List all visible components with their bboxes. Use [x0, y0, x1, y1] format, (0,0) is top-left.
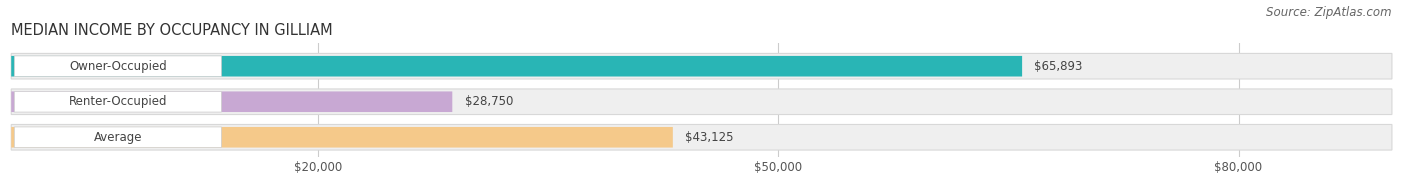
FancyBboxPatch shape [11, 91, 453, 112]
Text: Owner-Occupied: Owner-Occupied [69, 60, 167, 73]
FancyBboxPatch shape [11, 127, 673, 148]
FancyBboxPatch shape [11, 56, 1022, 76]
FancyBboxPatch shape [14, 91, 221, 112]
Text: Average: Average [94, 131, 142, 144]
Text: Source: ZipAtlas.com: Source: ZipAtlas.com [1267, 6, 1392, 19]
FancyBboxPatch shape [11, 54, 1392, 79]
FancyBboxPatch shape [11, 124, 1392, 150]
Text: MEDIAN INCOME BY OCCUPANCY IN GILLIAM: MEDIAN INCOME BY OCCUPANCY IN GILLIAM [11, 23, 333, 38]
Text: $65,893: $65,893 [1035, 60, 1083, 73]
Text: $28,750: $28,750 [464, 95, 513, 108]
Text: Renter-Occupied: Renter-Occupied [69, 95, 167, 108]
FancyBboxPatch shape [14, 56, 221, 76]
FancyBboxPatch shape [14, 127, 221, 148]
FancyBboxPatch shape [11, 89, 1392, 114]
Text: $43,125: $43,125 [685, 131, 734, 144]
